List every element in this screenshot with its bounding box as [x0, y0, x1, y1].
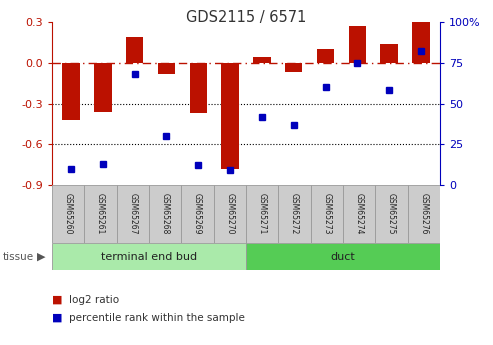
Text: GSM65271: GSM65271	[258, 193, 267, 235]
Text: tissue: tissue	[2, 252, 34, 262]
Bar	[52, 243, 246, 270]
Text: GSM65260: GSM65260	[64, 193, 72, 235]
Bar	[94, 63, 111, 112]
Text: GSM65267: GSM65267	[128, 193, 138, 235]
Bar	[181, 185, 213, 243]
Text: ■: ■	[52, 313, 63, 323]
Text: terminal end bud: terminal end bud	[101, 252, 197, 262]
Text: GSM65276: GSM65276	[420, 193, 428, 235]
Bar	[126, 37, 143, 63]
Text: percentile rank within the sample: percentile rank within the sample	[69, 313, 245, 323]
Bar	[311, 185, 343, 243]
Bar	[117, 185, 149, 243]
Bar	[149, 185, 181, 243]
Bar	[52, 185, 84, 243]
Bar	[349, 26, 366, 63]
Bar	[285, 63, 302, 72]
Bar	[62, 63, 80, 120]
Text: GSM65270: GSM65270	[225, 193, 234, 235]
Text: GSM65274: GSM65274	[354, 193, 364, 235]
Bar	[246, 243, 440, 270]
Text: ■: ■	[52, 295, 63, 305]
Bar	[412, 22, 430, 63]
Bar	[375, 185, 408, 243]
Text: duct: duct	[331, 252, 355, 262]
Bar	[221, 63, 239, 169]
Text: ▶: ▶	[37, 252, 45, 262]
Bar	[158, 63, 175, 74]
Bar	[408, 185, 440, 243]
Bar	[213, 185, 246, 243]
Bar	[317, 49, 334, 63]
Text: GSM65268: GSM65268	[161, 193, 170, 235]
Text: GSM65261: GSM65261	[96, 193, 105, 235]
Bar	[343, 185, 375, 243]
Bar	[381, 44, 398, 63]
Text: log2 ratio: log2 ratio	[69, 295, 119, 305]
Bar	[253, 57, 271, 63]
Bar	[279, 185, 311, 243]
Bar	[84, 185, 117, 243]
Text: GDS2115 / 6571: GDS2115 / 6571	[186, 10, 307, 25]
Text: GSM65269: GSM65269	[193, 193, 202, 235]
Bar	[189, 63, 207, 113]
Text: GSM65273: GSM65273	[322, 193, 331, 235]
Bar	[246, 185, 279, 243]
Text: GSM65275: GSM65275	[387, 193, 396, 235]
Text: GSM65272: GSM65272	[290, 193, 299, 235]
